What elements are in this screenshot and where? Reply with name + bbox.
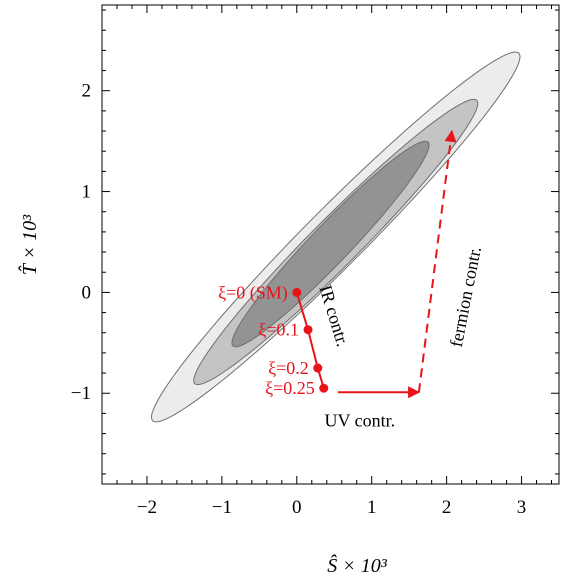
axis-labels: Ŝ × 10³ T̂ × 10³ [18,214,388,577]
x-tick-label: −2 [137,497,157,518]
xi-point-3 [319,383,329,393]
y-tick-label: 1 [82,182,92,203]
x-tick-label: 1 [367,497,377,518]
fermion-annotation: fermion contr. [446,245,485,349]
x-tick-label: −1 [212,497,232,518]
xi-point-1 [303,325,313,335]
ir-annotation: IR contr. [315,283,353,349]
x-tick-label: 0 [292,497,302,518]
x-tick-label: 3 [517,497,527,518]
xi-point-0 [292,287,302,297]
tick-labels: −2 −1 0 1 2 3 −1 0 1 2 [71,81,527,518]
xi-trajectory-line [295,292,325,389]
xi-label-3: ξ=0.25 [265,378,315,398]
xi-label-2: ξ=0.2 [268,358,309,378]
y-tick-label: 0 [82,282,92,303]
x-tick-label: 2 [442,497,452,518]
y-tick-label: 2 [82,81,92,102]
xi-label-0: ξ=0 (SM) [218,282,288,303]
xi-label-1: ξ=0.1 [258,320,299,340]
trajectory-overlay: ξ=0 (SM) ξ=0.1 ξ=0.2ξ=0.25 [218,129,457,399]
xi-point-2 [313,363,323,373]
y-tick-label: −1 [71,383,91,404]
axis-ticks [101,5,559,484]
y-axis-label: T̂ × 10³ [18,214,41,275]
uv-annotation: UV contr. [325,411,396,431]
confidence-contours [151,51,521,423]
plot-frame [101,4,560,485]
plot-border [101,4,560,485]
contour-inner [231,140,430,348]
x-axis-label: Ŝ × 10³ [327,553,387,577]
